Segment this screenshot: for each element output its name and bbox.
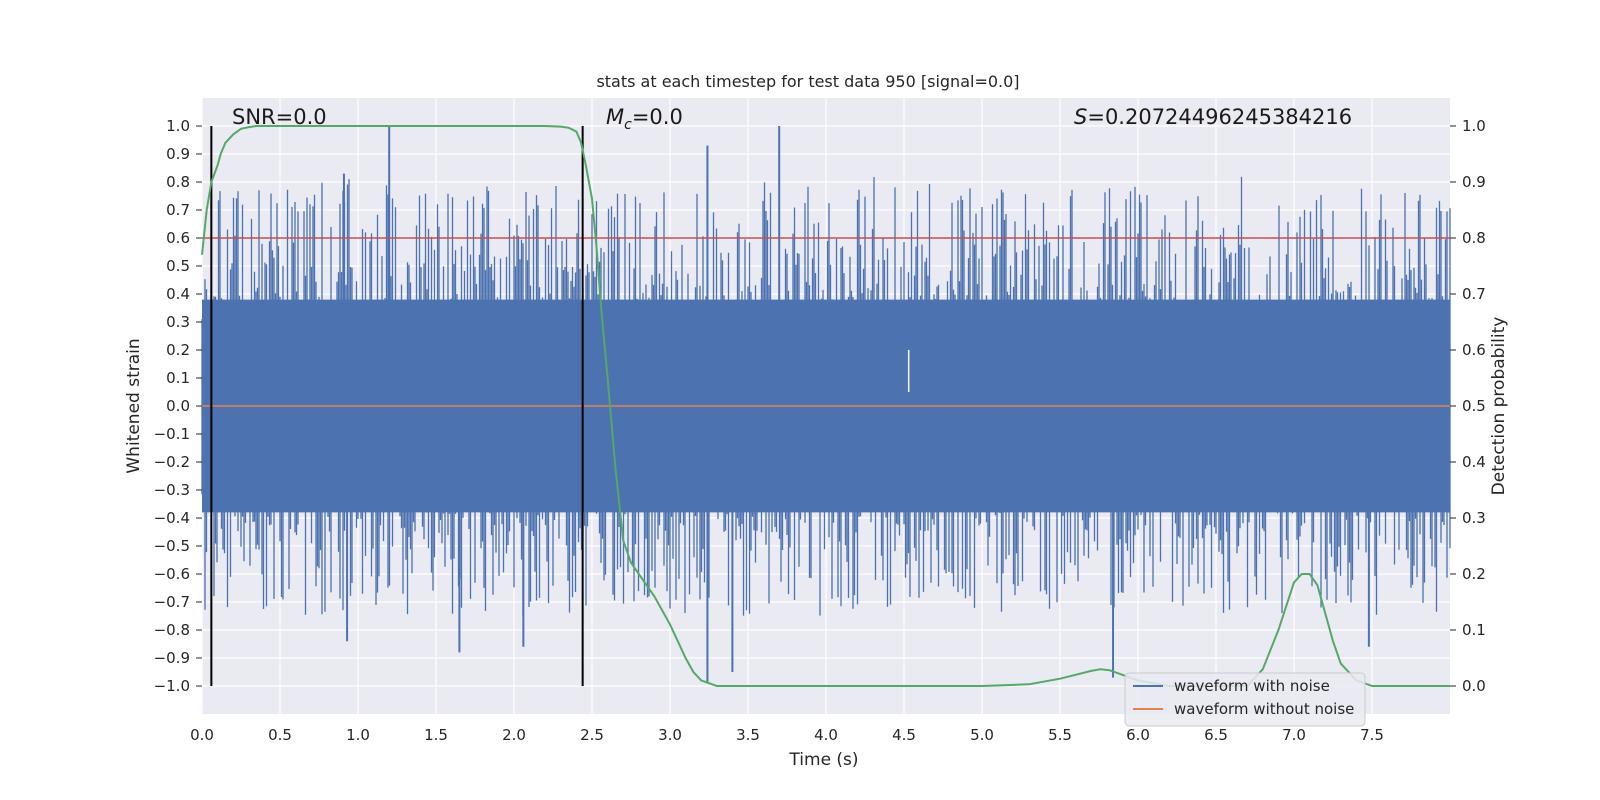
y2-tick-label: 0.6 xyxy=(1462,341,1486,359)
y-tick-label: −0.1 xyxy=(154,425,190,443)
mc-value: =0.0 xyxy=(632,105,683,129)
y-tick-label: 0.3 xyxy=(166,313,190,331)
y-tick-label: −0.8 xyxy=(154,621,190,639)
snr-annotation: SNR=0.0 xyxy=(232,105,327,129)
y-tick-label: 0.7 xyxy=(166,201,190,219)
mc-subscript: c xyxy=(624,117,632,133)
legend: waveform with noise waveform without noi… xyxy=(1124,672,1366,727)
y2-axis-label: Detection probability xyxy=(1489,317,1509,496)
x-tick-label: 1.0 xyxy=(346,726,370,744)
s-symbol: S xyxy=(1074,105,1087,129)
y-tick-label: −0.6 xyxy=(154,565,190,583)
y-tick-label: −0.3 xyxy=(154,481,190,499)
x-tick-label: 4.0 xyxy=(814,726,838,744)
y2-tick-label: 0.1 xyxy=(1462,621,1486,639)
y2-tick-label: 1.0 xyxy=(1462,117,1486,135)
y-tick-label: −0.5 xyxy=(154,537,190,555)
y2-tick-label: 0.5 xyxy=(1462,397,1486,415)
s-value: =0.20724496245384216 xyxy=(1087,105,1352,129)
y2-tick-label: 0.8 xyxy=(1462,229,1486,247)
x-axis-ticks: 0.0 0.5 1.0 1.5 2.0 2.5 3.0 3.5 4.0 4.5 5.0 5.5 6.0 6… xyxy=(190,726,1384,744)
legend-label-clean: waveform without noise xyxy=(1174,700,1354,718)
x-tick-label: 0.0 xyxy=(190,726,214,744)
y-tick-label: −0.4 xyxy=(154,509,190,527)
y-tick-label: 0.4 xyxy=(166,285,190,303)
y-tick-label: 0.9 xyxy=(166,145,190,163)
x-tick-label: 6.0 xyxy=(1126,726,1150,744)
x-tick-label: 7.5 xyxy=(1360,726,1384,744)
y-tick-label: 0.2 xyxy=(166,341,190,359)
mc-symbol: M xyxy=(606,105,624,129)
x-tick-label: 3.5 xyxy=(736,726,760,744)
y-tick-label: 1.0 xyxy=(166,117,190,135)
y-axis-label: Whitened strain xyxy=(124,338,144,473)
y2-tick-label: 0.7 xyxy=(1462,285,1486,303)
legend-box xyxy=(1124,672,1366,727)
noise-named-spikes xyxy=(342,126,1370,684)
y2-tick-label: 0.3 xyxy=(1462,509,1486,527)
probability-line xyxy=(201,125,1450,687)
y2-tick-label: 0.9 xyxy=(1462,173,1486,191)
y-tick-label: 0.0 xyxy=(166,397,190,415)
x-tick-label: 1.5 xyxy=(424,726,448,744)
x-tick-label: 2.5 xyxy=(580,726,604,744)
y2-axis-ticks: 1.0 0.9 0.8 0.7 0.6 0.5 0.4 0.3 0.2 0.1 0.0 xyxy=(1450,117,1486,695)
y2-tick-label: 0.0 xyxy=(1462,677,1486,695)
x-tick-label: 5.5 xyxy=(1048,726,1072,744)
x-axis-label: Time (s) xyxy=(788,750,858,770)
x-tick-label: 4.5 xyxy=(892,726,916,744)
x-tick-label: 3.0 xyxy=(658,726,682,744)
mc-annotation: Mc=0.0 xyxy=(606,105,683,133)
annotations: SNR=0.0 Mc=0.0 S=0.20724496245384216 xyxy=(232,105,1352,133)
y-tick-label: 0.5 xyxy=(166,257,190,275)
x-tick-label: 6.5 xyxy=(1204,726,1228,744)
y-tick-label: −0.2 xyxy=(154,453,190,471)
x-tick-label: 5.0 xyxy=(970,726,994,744)
y-tick-label: −0.9 xyxy=(154,649,190,667)
x-tick-label: 7.0 xyxy=(1282,726,1306,744)
y-tick-label: −0.7 xyxy=(154,593,190,611)
y-tick-label: 0.6 xyxy=(166,229,190,247)
y-tick-label: 0.8 xyxy=(166,173,190,191)
boundary-lines xyxy=(210,126,584,686)
x-tick-label: 0.5 xyxy=(268,726,292,744)
y-axis-ticks: 1.0 0.9 0.8 0.7 0.6 0.5 0.4 0.3 0.2 0.1 0.0 −0.1 −0.… xyxy=(154,117,202,695)
y-tick-label: −1.0 xyxy=(154,677,190,695)
y-tick-label: 0.1 xyxy=(166,369,190,387)
y2-tick-label: 0.4 xyxy=(1462,453,1486,471)
chart-title: stats at each timestep for test data 950… xyxy=(596,72,1019,91)
y2-tick-label: 0.2 xyxy=(1462,565,1486,583)
x-tick-label: 2.0 xyxy=(502,726,526,744)
s-annotation: S=0.20724496245384216 xyxy=(1074,105,1352,129)
legend-label-noise: waveform with noise xyxy=(1174,677,1330,695)
